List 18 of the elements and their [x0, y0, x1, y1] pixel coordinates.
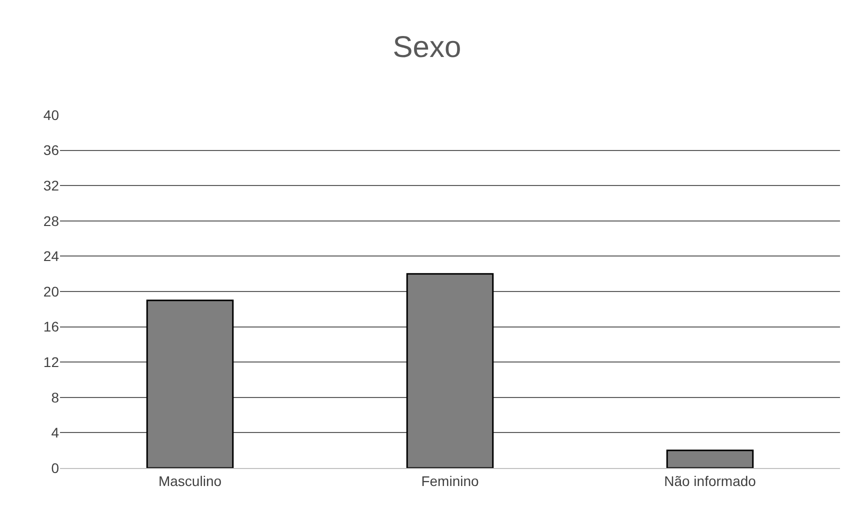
y-tick-label: 16 [43, 318, 60, 335]
y-tick-label: 12 [43, 354, 60, 370]
y-tick-label: 36 [43, 142, 60, 158]
y-tick-label: 24 [43, 248, 60, 264]
y-tick-label: 40 [43, 106, 60, 123]
x-tick-label: Não informado [664, 472, 756, 489]
bar [406, 273, 494, 468]
y-tick-label: 28 [43, 212, 60, 229]
y-tick-label: 4 [51, 424, 60, 441]
chart-title: Sexo [392, 31, 462, 64]
bar [146, 300, 234, 468]
bar [666, 450, 754, 468]
y-tick-label: 32 [43, 178, 60, 194]
x-tick-label: Feminino [421, 472, 479, 489]
x-tick-label: Masculino [158, 472, 222, 489]
y-tick-label: 20 [43, 283, 60, 300]
y-tick-label: 8 [51, 389, 60, 406]
y-tick-label: 0 [51, 460, 60, 476]
